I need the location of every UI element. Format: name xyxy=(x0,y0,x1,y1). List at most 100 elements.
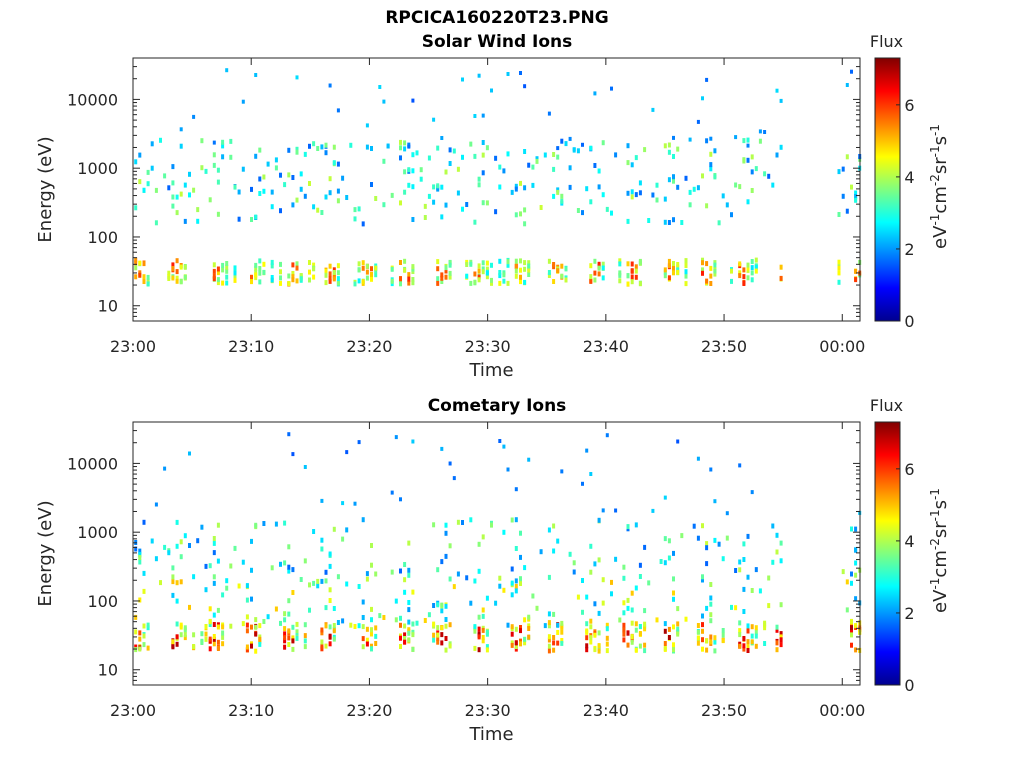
flux-cell xyxy=(171,275,175,281)
flux-cell xyxy=(353,207,357,213)
flux-cell xyxy=(394,435,398,440)
flux-cell xyxy=(221,280,225,286)
flux-cell xyxy=(854,194,858,199)
flux-cell xyxy=(138,636,142,642)
flux-cell xyxy=(626,281,630,287)
flux-cell xyxy=(208,618,212,624)
flux-cell xyxy=(444,169,448,175)
flux-cell xyxy=(572,560,576,566)
flux-cell xyxy=(357,584,361,589)
flux-cell xyxy=(547,111,551,116)
flux-cell xyxy=(138,260,142,266)
flux-cell xyxy=(738,463,742,468)
flux-cell xyxy=(171,565,175,571)
flux-cell xyxy=(407,144,411,149)
flux-cell xyxy=(701,260,704,266)
flux-cell xyxy=(221,634,225,640)
flux-cell xyxy=(713,639,717,645)
x-tick-label: 23:40 xyxy=(583,337,629,356)
flux-cell xyxy=(713,537,717,543)
flux-cell xyxy=(142,642,146,648)
flux-cell xyxy=(667,258,671,264)
flux-cell xyxy=(742,643,746,649)
flux-cell xyxy=(407,167,411,173)
flux-cell xyxy=(229,563,233,569)
flux-cell xyxy=(552,635,556,640)
flux-cell xyxy=(407,540,411,546)
flux-cell xyxy=(622,610,626,616)
flux-cell xyxy=(407,182,411,188)
flux-cell xyxy=(754,257,758,263)
flux-cell xyxy=(568,136,572,141)
flux-cell xyxy=(581,210,584,216)
flux-cell xyxy=(585,635,589,641)
flux-cell xyxy=(738,273,742,279)
flux-cell xyxy=(291,590,295,595)
flux-cell xyxy=(216,646,220,651)
flux-cell xyxy=(461,520,464,525)
flux-cell xyxy=(469,600,473,606)
flux-cell xyxy=(709,273,713,279)
flux-cell xyxy=(419,167,423,173)
flux-cell xyxy=(370,643,373,649)
flux-cell xyxy=(399,155,402,161)
flux-cell xyxy=(245,614,249,620)
flux-cell xyxy=(672,590,675,596)
flux-cell xyxy=(667,142,671,148)
flux-cell xyxy=(212,550,216,556)
flux-cell xyxy=(630,162,634,168)
flux-cell xyxy=(527,614,531,620)
flux-cell xyxy=(510,624,514,630)
flux-cell xyxy=(328,587,332,593)
flux-cell xyxy=(134,159,138,165)
flux-cell xyxy=(324,268,328,274)
flux-cell xyxy=(502,278,506,284)
flux-cell xyxy=(225,280,229,286)
flux-cell xyxy=(614,508,618,513)
flux-cell xyxy=(183,635,187,641)
flux-cell xyxy=(212,162,216,168)
flux-cell xyxy=(552,262,556,267)
flux-cell xyxy=(403,189,407,195)
flux-cell xyxy=(593,601,597,607)
flux-cell xyxy=(208,606,212,612)
flux-cell xyxy=(638,562,642,568)
flux-cell xyxy=(485,266,489,272)
flux-cell xyxy=(295,265,299,271)
flux-cell xyxy=(709,136,713,141)
flux-cell xyxy=(403,632,407,638)
flux-cell xyxy=(510,580,514,586)
flux-cell xyxy=(361,279,365,285)
flux-cell xyxy=(440,214,444,220)
flux-cell xyxy=(370,182,373,187)
flux-cell xyxy=(618,278,622,284)
flux-cell xyxy=(154,556,158,562)
flux-cell xyxy=(204,168,208,174)
flux-cell xyxy=(746,265,750,271)
flux-cell xyxy=(713,262,717,268)
colorbar-tick-label: 6 xyxy=(904,460,914,479)
flux-cell xyxy=(701,574,704,580)
flux-cell xyxy=(552,548,556,554)
flux-cell xyxy=(576,208,580,213)
flux-cell xyxy=(547,623,551,629)
flux-cell xyxy=(283,182,287,188)
flux-cell xyxy=(572,569,576,575)
flux-cell xyxy=(196,218,200,224)
flux-cell xyxy=(258,258,262,264)
flux-cell xyxy=(622,575,626,581)
flux-cell xyxy=(212,268,216,274)
flux-cell xyxy=(138,597,142,603)
flux-cell xyxy=(746,643,750,649)
flux-cell xyxy=(527,457,531,462)
flux-cell xyxy=(142,187,146,193)
flux-cell xyxy=(514,258,518,264)
flux-cell xyxy=(601,600,605,606)
flux-cell xyxy=(684,263,688,268)
flux-cell xyxy=(597,184,601,190)
flux-cell xyxy=(456,519,460,525)
flux-cell xyxy=(750,154,754,160)
flux-cell xyxy=(308,277,311,283)
flux-cell xyxy=(274,521,278,527)
flux-cell xyxy=(746,199,750,205)
